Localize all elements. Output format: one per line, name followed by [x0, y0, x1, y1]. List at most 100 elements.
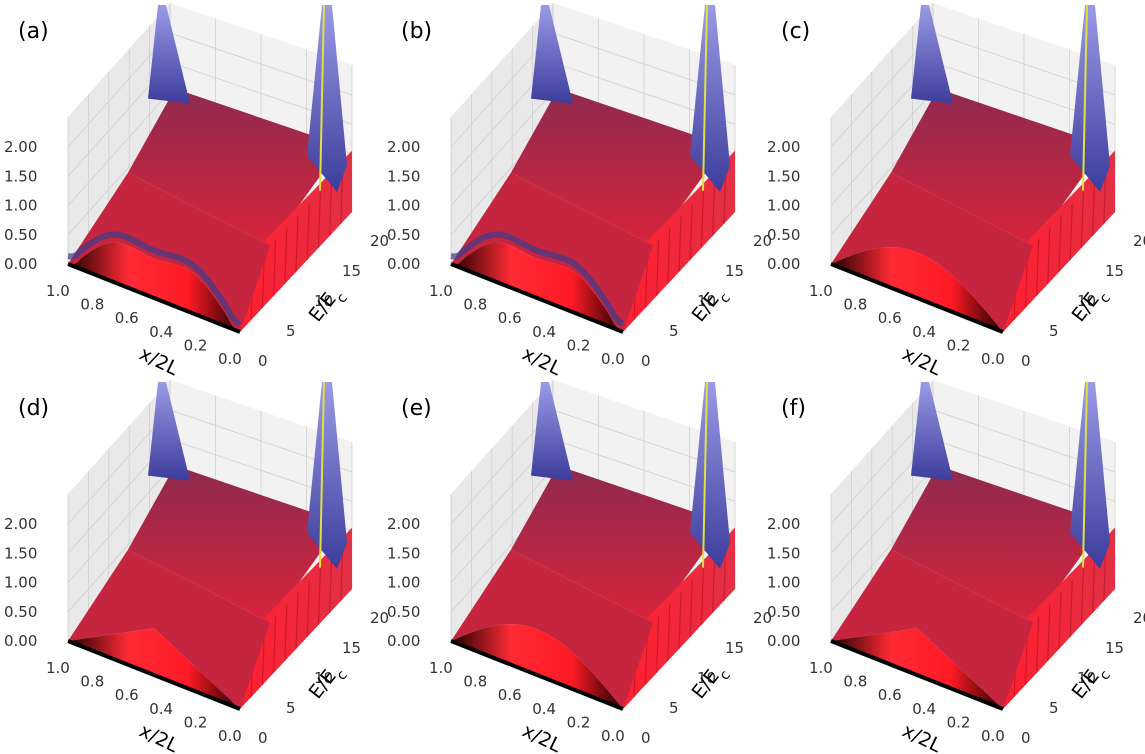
surface-plateau [511, 88, 725, 246]
z-tick-label: 1.50 [387, 544, 420, 562]
surface-plateau [891, 88, 1105, 246]
x-tick-label: 0.2 [567, 336, 591, 354]
z-tick-label: 1.50 [767, 167, 800, 185]
surface-stripe [667, 227, 671, 285]
left-pane [831, 380, 933, 641]
y-axis-label-subscript: c [334, 290, 351, 306]
base-edge [830, 639, 1004, 711]
surface-stripe [295, 215, 299, 273]
y-tick-label: 15 [342, 639, 361, 657]
surface-front-slope [451, 549, 653, 709]
y-axis-label: E/Ec [1068, 282, 1114, 330]
y-axis-label-subscript: c [717, 667, 734, 683]
panel-label: (b) [401, 19, 432, 44]
surface-stripe [712, 556, 716, 614]
panel-label: (d) [18, 396, 49, 421]
surface-stripe [1092, 556, 1096, 614]
z-tick-label: 2.00 [387, 515, 420, 533]
base-edge [67, 262, 241, 334]
left-pane [68, 3, 170, 264]
x-tick-label: 0.2 [184, 713, 208, 731]
x-tick-label: 0.4 [912, 323, 936, 341]
surface-front-face [451, 242, 623, 332]
y-axis-label-subscript: c [1097, 667, 1114, 683]
y-tick-label: 5 [669, 699, 679, 717]
surface-plateau [128, 88, 342, 246]
z-tick-label: 0.00 [387, 632, 420, 650]
y-axis-label-subscript: c [334, 667, 351, 683]
surface-front-slope [831, 549, 1033, 709]
spike-left [531, 5, 573, 104]
x-tick-label: 0.2 [947, 336, 971, 354]
yellow-line [702, 4, 708, 191]
surface-front-slope [831, 172, 1033, 332]
x-tick-label: 0.8 [463, 296, 487, 314]
surface-right-side [1003, 527, 1115, 709]
surface-stripe [1058, 215, 1062, 273]
yellow-line [702, 381, 708, 568]
panel-label: (f) [781, 396, 806, 421]
surface-front-face [831, 247, 1003, 332]
z-tick-label: 0.50 [767, 603, 800, 621]
surface-stripe [1069, 203, 1073, 261]
y-axis-label: E/Ec [688, 282, 734, 330]
surface-stripe [656, 239, 660, 297]
left-pane [68, 380, 170, 641]
z-tick-label: 0.50 [4, 226, 37, 244]
x-tick-label: 1.0 [809, 659, 833, 677]
surface-front-slope [68, 549, 270, 709]
surface-stripe [689, 580, 693, 638]
surface-stripe [273, 239, 277, 297]
x-tick-label: 0.4 [149, 700, 173, 718]
surface-stripe [700, 191, 704, 249]
chart-panel-3: 0.000.501.001.502.001.00.80.60.40.20.0 05… [4, 380, 389, 754]
surface-stripe [317, 568, 321, 626]
z-tick-label: 1.50 [387, 167, 420, 185]
x-tick-label: 1.0 [46, 659, 70, 677]
base-edge [67, 639, 241, 711]
y-tick-label: 0 [1021, 352, 1031, 370]
surface-right-side [623, 527, 735, 709]
surface-stripe [712, 179, 716, 237]
x-tick-label: 0.4 [149, 323, 173, 341]
z-tick-label: 0.50 [387, 603, 420, 621]
x-tick-label: 0.4 [912, 700, 936, 718]
x-tick-label: 0.8 [463, 673, 487, 691]
z-tick-label: 1.00 [767, 197, 800, 215]
x-tick-label: 0.6 [115, 686, 139, 704]
z-tick-label: 1.00 [767, 574, 800, 592]
x-axis-label: x/2L [136, 720, 182, 754]
surface-front-face [831, 628, 1003, 709]
surface-stripe [1036, 239, 1040, 297]
y-tick-label: 5 [1049, 322, 1059, 340]
z-tick-label: 0.00 [767, 632, 800, 650]
left-pane [451, 3, 553, 264]
y-tick-label: 5 [669, 322, 679, 340]
surface-stripe [329, 556, 333, 614]
y-tick-label: 20 [753, 609, 772, 627]
yellow-line [319, 381, 325, 568]
y-tick-label: 0 [641, 729, 651, 747]
y-tick-label: 0 [641, 352, 651, 370]
surface-stripe [1058, 592, 1062, 650]
y-tick-label: 20 [370, 232, 389, 250]
base-edge [450, 262, 624, 334]
surface-stripe [678, 215, 682, 273]
x-tick-label: 1.0 [429, 282, 453, 300]
surface-rim [67, 231, 242, 327]
y-axis-label: E/Ec [305, 282, 351, 330]
z-tick-label: 0.50 [4, 603, 37, 621]
x-tick-label: 0.0 [601, 350, 625, 368]
surface-stripe [273, 616, 277, 674]
surface-stripe [1047, 227, 1051, 285]
y-tick-label: 15 [725, 639, 744, 657]
z-tick-label: 0.00 [387, 255, 420, 273]
z-tick-label: 0.00 [767, 255, 800, 273]
surface-stripe [689, 203, 693, 261]
x-tick-label: 0.8 [843, 673, 867, 691]
y-tick-label: 0 [258, 729, 268, 747]
z-tick-label: 0.00 [4, 255, 37, 273]
left-pane [831, 3, 933, 264]
x-tick-label: 0.0 [218, 350, 242, 368]
y-tick-label: 10 [697, 669, 716, 687]
